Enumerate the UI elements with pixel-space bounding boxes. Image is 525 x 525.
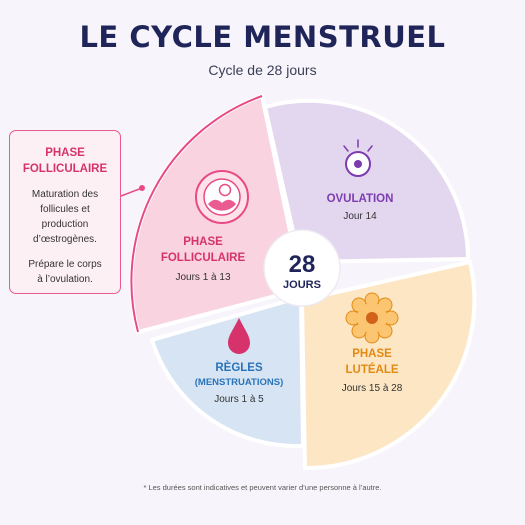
center-circle	[263, 229, 341, 307]
luteal-days: Jours 15 à 28	[342, 383, 403, 394]
callout-connector	[120, 187, 143, 197]
follicle-icon	[195, 170, 249, 224]
callout-title-line1: PHASE	[45, 147, 85, 159]
luteal-segment[interactable]	[299, 259, 477, 471]
ovulation-segment[interactable]	[262, 98, 471, 265]
callout-line: production	[41, 219, 89, 230]
ovulation-label: OVULATION	[327, 193, 394, 205]
connector-dot	[139, 185, 145, 191]
menstruation-days: Jours 1 à 5	[214, 394, 264, 405]
follicular-days: Jours 1 à 13	[175, 272, 230, 283]
center-unit: JOURS	[283, 279, 321, 291]
ovulation-days: Jour 14	[343, 211, 377, 222]
menstruation-label-line2: (MENSTRUATIONS)	[195, 377, 283, 388]
blood-drop-icon	[228, 318, 250, 354]
menstruation-label-line1: RÈGLES	[215, 361, 263, 374]
menstruation-segment[interactable]	[149, 294, 306, 449]
follicular-label-line2: FOLLICULAIRE	[161, 252, 246, 264]
callout-title-line2: FOLLICULAIRE	[22, 163, 108, 175]
page-title: LE CYCLE MENSTRUEL	[79, 20, 446, 54]
luteal-label-line2: LUTÉALE	[345, 363, 398, 376]
callout-line: follicules et	[40, 204, 90, 215]
follicular-label-line1: PHASE	[183, 236, 223, 248]
follicular-callout-box: PHASE FOLLICULAIRE Maturation des follic…	[9, 130, 121, 294]
footnote: * Les durées sont indicatives et peuvent…	[143, 483, 382, 492]
corpus-luteum-icon	[345, 292, 399, 344]
callout-line: d’œstrogènes.	[33, 234, 97, 245]
callout-title: PHASE FOLLICULAIRE	[10, 145, 120, 177]
callout-line: Prépare le corps	[28, 259, 102, 270]
page-subtitle: Cycle de 28 jours	[208, 62, 317, 78]
callout-line: Maturation des	[31, 189, 99, 200]
callout-line: à l’ovulation.	[37, 274, 93, 285]
ovum-icon	[343, 139, 373, 177]
luteal-label-line1: PHASE	[352, 348, 392, 360]
callout-text-2: Prépare le corps à l’ovulation.	[10, 257, 120, 287]
center-number: 28	[289, 251, 316, 278]
callout-text-1: Maturation des follicules et production …	[10, 187, 120, 247]
follicular-outline	[130, 95, 263, 333]
